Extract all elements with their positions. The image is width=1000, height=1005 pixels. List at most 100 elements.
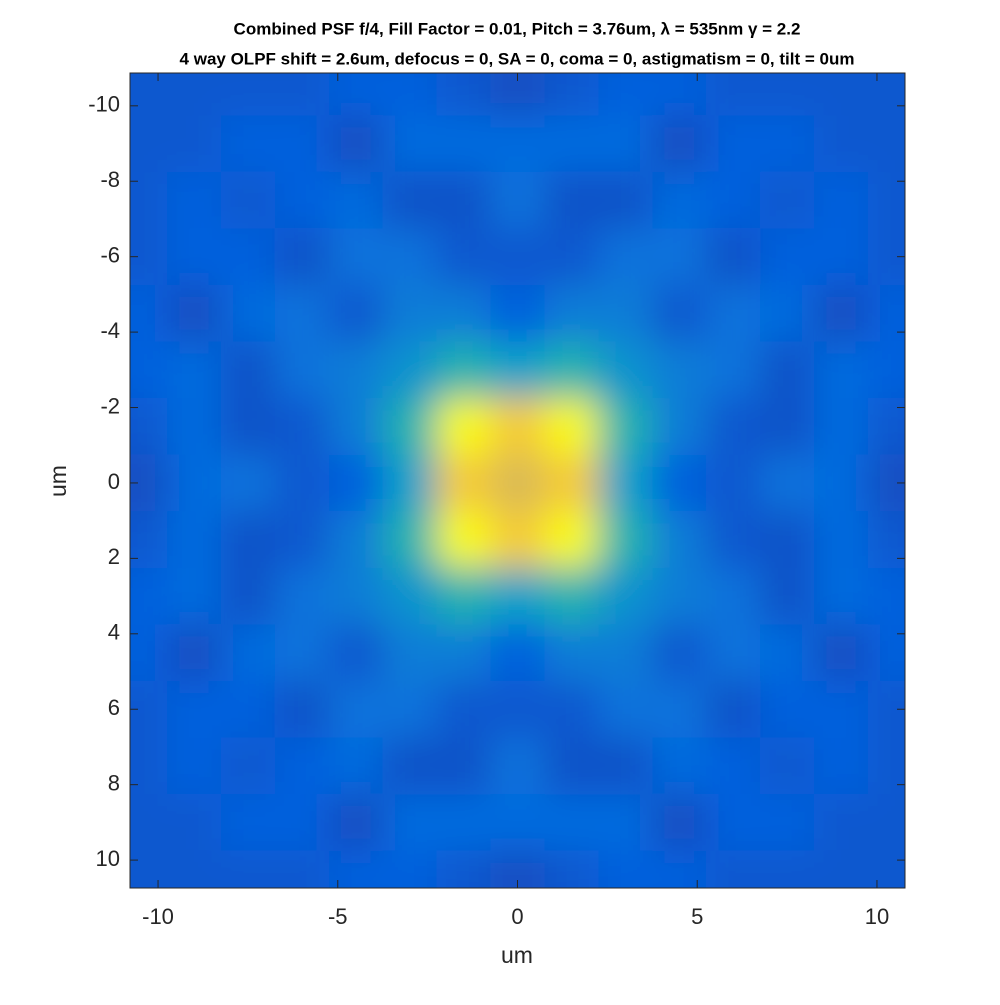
heatmap-cell bbox=[328, 398, 384, 456]
heatmap-cell bbox=[760, 624, 815, 682]
heatmap-cell bbox=[436, 680, 492, 739]
heatmap-cell bbox=[167, 850, 222, 888]
heatmap-cell bbox=[760, 850, 815, 888]
heatmap-cell bbox=[382, 794, 438, 852]
heatmap-cell bbox=[220, 624, 276, 682]
heatmap-cell bbox=[814, 511, 869, 569]
heatmap-cell bbox=[706, 624, 761, 682]
heatmap-cell bbox=[328, 511, 384, 569]
heatmap-cell bbox=[867, 284, 905, 343]
heatmap-cell bbox=[814, 341, 869, 399]
heatmap-cell bbox=[544, 511, 599, 569]
heatmap-cell bbox=[544, 228, 599, 286]
heatmap-cell bbox=[436, 624, 492, 682]
heatmap-cell bbox=[436, 850, 492, 888]
heatmap-cell bbox=[867, 454, 905, 512]
heatmap-cell bbox=[274, 624, 330, 682]
heatmap-cell bbox=[382, 73, 438, 116]
heatmap-cell bbox=[867, 341, 905, 399]
heatmap-cell bbox=[490, 115, 545, 173]
heatmap-cell bbox=[814, 737, 869, 795]
heatmap-cell bbox=[814, 794, 869, 852]
heatmap-cell bbox=[130, 567, 168, 625]
heatmap-cell bbox=[490, 228, 545, 286]
heatmap-cell bbox=[706, 567, 761, 625]
heatmap-cell bbox=[130, 341, 168, 399]
heatmap-cell bbox=[760, 680, 815, 739]
heatmap-cell bbox=[867, 115, 905, 173]
heatmap-cell bbox=[220, 171, 276, 229]
heatmap-cell bbox=[706, 341, 761, 399]
heatmap-cell bbox=[598, 794, 653, 852]
heatmap-cell bbox=[436, 567, 492, 625]
heatmap-cell bbox=[760, 511, 815, 569]
heatmap-cell bbox=[436, 737, 492, 795]
heatmap-cell bbox=[598, 850, 653, 888]
heatmap-cell bbox=[760, 284, 815, 343]
heatmap-cell bbox=[167, 171, 222, 229]
heatmap-cell bbox=[167, 398, 222, 456]
heatmap-cell bbox=[544, 171, 599, 229]
heatmap-cell bbox=[706, 680, 761, 739]
heatmap-cell bbox=[814, 850, 869, 888]
heatmap-cell bbox=[220, 228, 276, 286]
heatmap-cell bbox=[598, 341, 653, 399]
heatmap-cell bbox=[382, 567, 438, 625]
heatmap-cell bbox=[652, 624, 707, 682]
heatmap-cell bbox=[652, 228, 707, 286]
heatmap-cell bbox=[598, 680, 653, 739]
heatmap-cell bbox=[220, 398, 276, 456]
heatmap-cell bbox=[167, 115, 222, 173]
heatmap-cell bbox=[652, 794, 707, 852]
heatmap-cell bbox=[274, 567, 330, 625]
heatmap-cell bbox=[706, 115, 761, 173]
heatmap-cell bbox=[867, 680, 905, 739]
heatmap-cell bbox=[436, 341, 492, 399]
heatmap-cell bbox=[382, 284, 438, 343]
heatmap-cell bbox=[220, 284, 276, 343]
heatmap-cell bbox=[652, 511, 707, 569]
heatmap-cell bbox=[490, 171, 545, 229]
heatmap-cell bbox=[382, 850, 438, 888]
heatmap-cell bbox=[274, 794, 330, 852]
x-tick-label: 5 bbox=[691, 904, 703, 929]
heatmap-cell bbox=[328, 737, 384, 795]
y-tick-label: 6 bbox=[108, 695, 120, 720]
heatmap-cell bbox=[274, 115, 330, 173]
heatmap-cell bbox=[382, 228, 438, 286]
heatmap-cell bbox=[652, 284, 707, 343]
heatmap-cell bbox=[652, 341, 707, 399]
heatmap-cell bbox=[706, 171, 761, 229]
heatmap-cell bbox=[706, 850, 761, 888]
heatmap-cell bbox=[328, 171, 384, 229]
y-tick-label: -10 bbox=[88, 92, 120, 117]
heatmap-cell bbox=[706, 73, 761, 116]
heatmap-cell bbox=[652, 398, 707, 456]
heatmap-cell bbox=[436, 115, 492, 173]
heatmap-cell bbox=[130, 511, 168, 569]
heatmap-cell bbox=[814, 73, 869, 116]
heatmap-cell bbox=[652, 454, 707, 512]
heatmap-cell bbox=[130, 737, 168, 795]
x-tick-label: 10 bbox=[865, 904, 889, 929]
heatmap-cell bbox=[328, 341, 384, 399]
heatmap-cell bbox=[220, 567, 276, 625]
heatmap-cell bbox=[867, 228, 905, 286]
y-tick-label: -2 bbox=[100, 393, 120, 418]
heatmap-cell bbox=[598, 171, 653, 229]
heatmap-cell bbox=[544, 73, 599, 116]
heatmap-cell bbox=[652, 850, 707, 888]
heatmap-cell bbox=[760, 567, 815, 625]
heatmap-cell bbox=[167, 511, 222, 569]
heatmap-cell bbox=[814, 398, 869, 456]
heatmap-cell bbox=[167, 228, 222, 286]
x-tick-label: -10 bbox=[142, 904, 174, 929]
heatmap-cell bbox=[130, 228, 168, 286]
heatmap-cell bbox=[706, 398, 761, 456]
y-tick-label: 0 bbox=[108, 469, 120, 494]
heatmap-cell bbox=[598, 567, 653, 625]
heatmap-cell bbox=[167, 567, 222, 625]
heatmap-cell bbox=[274, 73, 330, 116]
heatmap-cell bbox=[274, 737, 330, 795]
